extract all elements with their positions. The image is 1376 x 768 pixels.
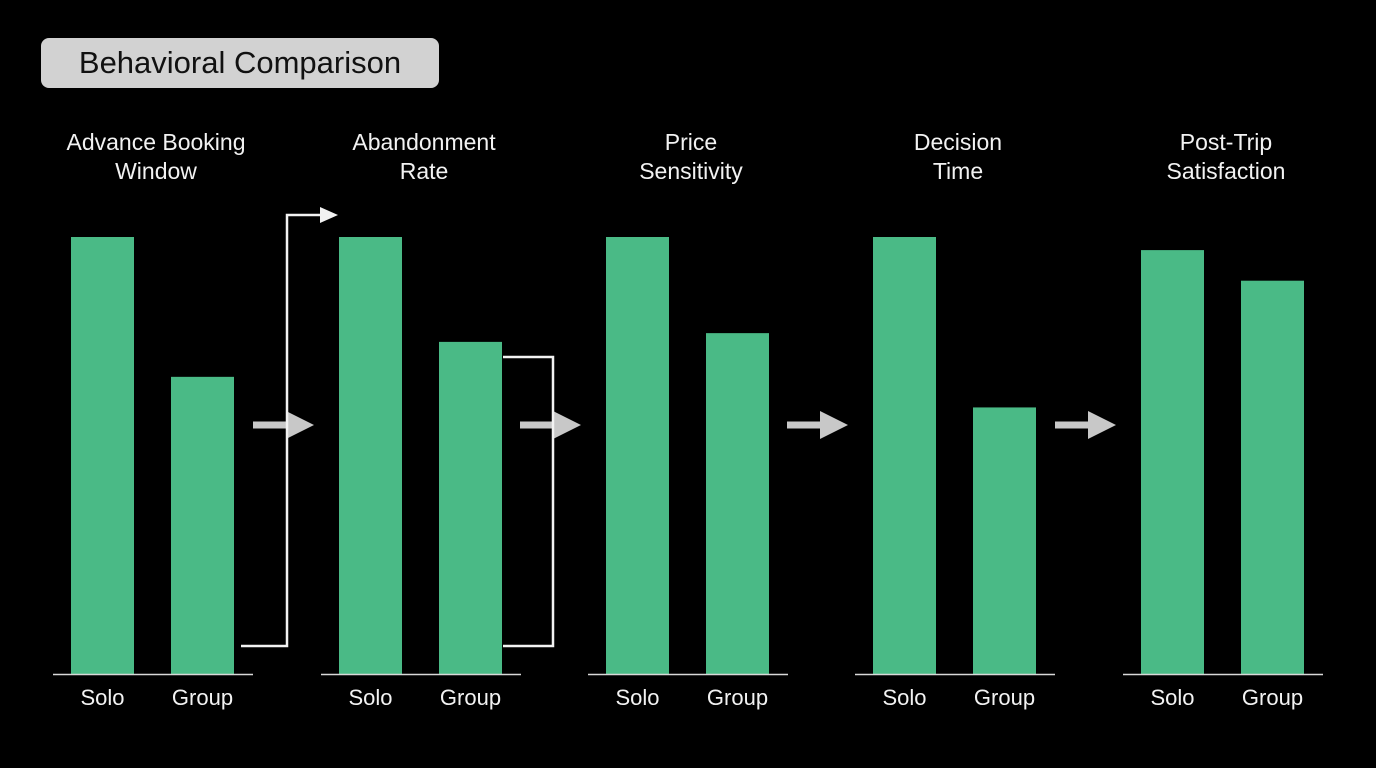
x-tick-label: Solo [882,685,926,710]
x-tick-label: Group [440,685,501,710]
panel-title: Advance Booking Window [66,129,246,184]
x-tick-label: Solo [80,685,124,710]
connector-head [320,207,338,223]
bar [706,333,769,674]
panel-title: Post-Trip Satisfaction [1166,129,1286,184]
header-title: Behavioral Comparison [41,38,439,88]
bar [1241,280,1304,674]
x-tick-label: Solo [348,685,392,710]
x-tick-label: Group [974,685,1035,710]
bar [339,237,402,674]
bar [973,407,1036,674]
bar [1141,250,1204,675]
panel-title: Abandonment Rate [352,129,496,184]
x-tick-label: Group [707,685,768,710]
connector [241,213,322,648]
x-tick-label: Group [1242,685,1303,710]
bar [171,376,234,674]
connector [503,355,555,648]
connectors [241,207,555,648]
x-tick-label: Solo [615,685,659,710]
bar [873,237,936,674]
x-tick-label: Solo [1150,685,1194,710]
bar [439,341,502,674]
panel-title: Price Sensitivity [639,129,743,184]
panel-title: Decision Time [913,129,1003,184]
x-tick-label: Group [172,685,233,710]
bar [71,237,134,674]
bar [606,237,669,674]
